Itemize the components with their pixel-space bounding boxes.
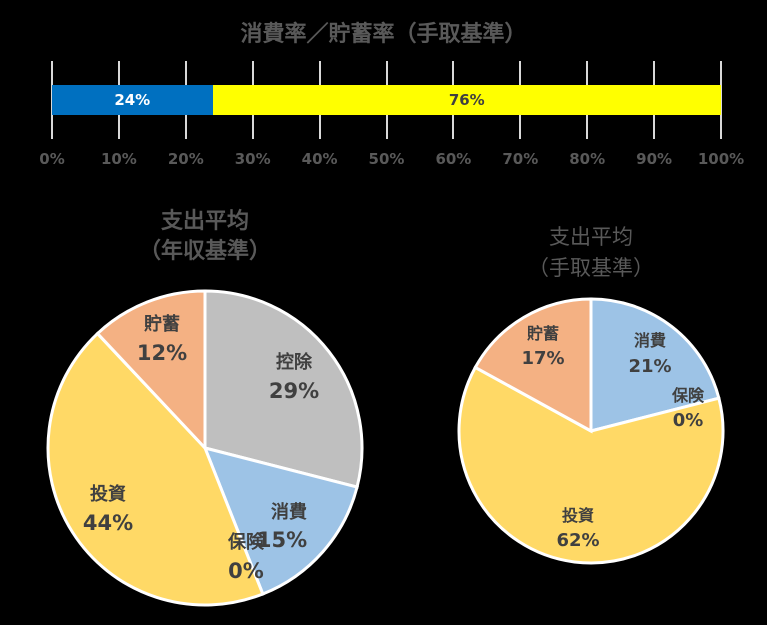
pie1-label-deduction-pct: 29% bbox=[269, 379, 319, 403]
pie2-label-insurance-pct: 0% bbox=[673, 410, 704, 431]
pie-slice bbox=[589, 297, 721, 433]
bar-segment-consumption: 24% bbox=[52, 85, 213, 115]
pie1-label-deduction-name: 控除 bbox=[276, 351, 313, 373]
x-tick-label: 30% bbox=[234, 150, 271, 168]
pie1-label-insurance-name: 保険 bbox=[227, 531, 265, 553]
pie1-label-insurance-pct: 0% bbox=[228, 559, 264, 583]
x-tick-label: 10% bbox=[100, 150, 137, 168]
bar-segment-label: 76% bbox=[448, 91, 485, 109]
pie2-labels: 消費 21% 保険 0% 投資 62% 貯蓄 17% bbox=[521, 324, 705, 551]
pie2-label-investment-name: 投資 bbox=[562, 506, 594, 525]
pie-slice bbox=[457, 365, 725, 565]
pie1-label-savings-pct: 12% bbox=[137, 341, 187, 365]
pie2-label-savings-pct: 17% bbox=[521, 348, 564, 369]
pie2-label-consumption-name: 消費 bbox=[634, 331, 666, 350]
pie1-label-consumption-name: 消費 bbox=[271, 501, 307, 523]
gridline bbox=[720, 61, 722, 139]
x-tick-label: 20% bbox=[167, 150, 204, 168]
bar-segment-label: 24% bbox=[114, 91, 151, 109]
pie2-label-savings-name: 貯蓄 bbox=[527, 324, 559, 343]
x-tick-label: 70% bbox=[502, 150, 539, 168]
pie2-slices bbox=[457, 297, 725, 565]
bar-segment-savings: 76% bbox=[212, 85, 721, 115]
x-tick-label: 0% bbox=[39, 150, 65, 168]
x-tick-label: 80% bbox=[569, 150, 606, 168]
pie2-title: 支出平均 （手取基準） bbox=[466, 222, 716, 284]
pie2-title-line2: （手取基準） bbox=[528, 256, 654, 280]
pie1-slices bbox=[46, 289, 364, 607]
pie2-label-consumption-pct: 21% bbox=[628, 356, 671, 377]
pie1-label-consumption-pct: 15% bbox=[257, 528, 307, 552]
pie-slice bbox=[46, 331, 265, 607]
x-tick-label: 100% bbox=[697, 150, 745, 168]
pie1-title-line1: 支出平均 bbox=[160, 209, 249, 234]
pie1-title-line2: （年収基準） bbox=[138, 239, 271, 264]
x-tick-label: 50% bbox=[368, 150, 405, 168]
x-tick-label: 40% bbox=[301, 150, 338, 168]
pie1-label-investment-name: 投資 bbox=[90, 483, 126, 505]
pie-slice bbox=[202, 445, 359, 596]
x-tick-label: 60% bbox=[435, 150, 472, 168]
pie-slice bbox=[203, 289, 364, 489]
x-tick-label: 90% bbox=[636, 150, 673, 168]
pie1-labels: 控除 29% 消費 15% 保険 0% 投資 44% 貯蓄 12% bbox=[83, 313, 319, 583]
pie1-title: 支出平均 （年収基準） bbox=[80, 207, 330, 267]
bar-chart-title: 消費率／貯蓄率（手取基準） bbox=[240, 22, 527, 47]
pie1-label-savings-name: 貯蓄 bbox=[144, 313, 180, 335]
pie1-label-investment-pct: 44% bbox=[83, 511, 133, 535]
pie2-title-line1: 支出平均 bbox=[549, 225, 633, 249]
pie-slice bbox=[473, 297, 593, 434]
pie-slice bbox=[95, 289, 207, 452]
pie2-label-investment-pct: 62% bbox=[556, 530, 599, 551]
pie2-label-insurance-name: 保険 bbox=[671, 386, 705, 405]
